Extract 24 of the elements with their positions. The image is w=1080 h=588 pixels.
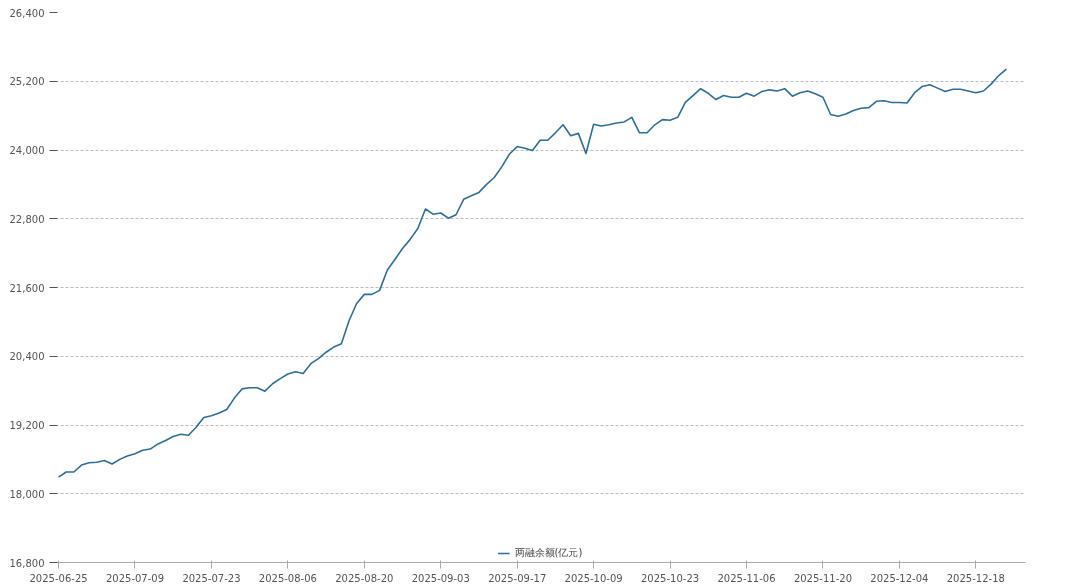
x-tick-label: 2025-10-09 [564,572,623,584]
x-tick-label: 2025-08-20 [335,572,394,584]
x-tick-label: 2025-12-18 [946,572,1005,584]
y-tick-label: 26,400 [9,7,45,19]
line-series [57,68,1008,478]
x-tick-label: 2025-10-23 [641,572,700,584]
x-tick-label: 2025-12-04 [870,572,929,584]
x-tick-label: 2025-11-06 [717,572,776,584]
y-tick-label: 25,200 [9,76,45,88]
y-tick-label: 24,000 [9,145,45,156]
legend-label: 两融余额(亿元) [514,546,583,560]
x-tick-label: 2025-09-03 [411,572,470,584]
y-tick-label: 22,800 [9,213,45,225]
y-tick-label: 16,800 [9,557,45,569]
y-tick-label: 18,000 [9,488,45,500]
x-tick-label: 2025-11-20 [793,572,853,584]
y-tick-label: 19,200 [9,420,45,431]
x-tick-label: 2025-07-23 [182,572,241,584]
y-tick-label: 20,400 [9,351,45,363]
x-tick-label: 2025-07-09 [105,572,165,584]
x-tick-label: 2025-09-17 [488,572,547,584]
x-tick-label: 2025-08-06 [258,572,317,584]
x-tick-label: 2025-06-25 [29,572,88,584]
y-tick-label: 21,600 [9,282,45,294]
